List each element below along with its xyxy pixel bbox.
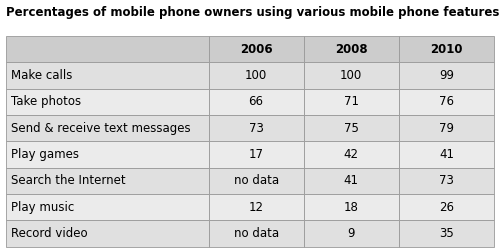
Bar xyxy=(304,115,399,141)
Bar xyxy=(208,62,304,89)
Text: 66: 66 xyxy=(248,95,264,108)
Text: 35: 35 xyxy=(439,227,454,240)
Text: 71: 71 xyxy=(344,95,359,108)
Bar xyxy=(208,89,304,115)
Text: Make calls: Make calls xyxy=(11,69,72,82)
Bar xyxy=(208,220,304,247)
Bar xyxy=(399,36,494,62)
Bar xyxy=(399,194,494,220)
Text: 26: 26 xyxy=(439,201,454,214)
Text: 99: 99 xyxy=(439,69,454,82)
Text: 12: 12 xyxy=(248,201,264,214)
Bar xyxy=(304,141,399,168)
Text: 75: 75 xyxy=(344,122,358,135)
Bar xyxy=(6,141,208,168)
Bar xyxy=(399,220,494,247)
Bar xyxy=(6,62,208,89)
Bar xyxy=(399,115,494,141)
Bar xyxy=(208,36,304,62)
Bar xyxy=(208,168,304,194)
Text: 41: 41 xyxy=(344,174,359,187)
Text: Record video: Record video xyxy=(11,227,88,240)
Bar xyxy=(304,89,399,115)
Text: 73: 73 xyxy=(439,174,454,187)
Text: 73: 73 xyxy=(248,122,264,135)
Bar xyxy=(208,115,304,141)
Text: 2010: 2010 xyxy=(430,43,462,56)
Text: 76: 76 xyxy=(439,95,454,108)
Text: no data: no data xyxy=(234,227,278,240)
Text: 100: 100 xyxy=(245,69,267,82)
Bar xyxy=(304,36,399,62)
Text: 100: 100 xyxy=(340,69,362,82)
Text: 41: 41 xyxy=(439,148,454,161)
Bar xyxy=(208,141,304,168)
Text: no data: no data xyxy=(234,174,278,187)
Bar xyxy=(6,220,208,247)
Bar xyxy=(6,36,208,62)
Text: 2006: 2006 xyxy=(240,43,272,56)
Bar xyxy=(399,89,494,115)
Bar xyxy=(208,194,304,220)
Bar xyxy=(6,115,208,141)
Bar xyxy=(6,89,208,115)
Bar xyxy=(399,168,494,194)
Text: Take photos: Take photos xyxy=(11,95,81,108)
Bar xyxy=(399,141,494,168)
Text: 9: 9 xyxy=(348,227,355,240)
Bar xyxy=(304,220,399,247)
Text: Play music: Play music xyxy=(11,201,74,214)
Bar xyxy=(6,168,208,194)
Bar xyxy=(304,194,399,220)
Text: Play games: Play games xyxy=(11,148,79,161)
Text: Search the Internet: Search the Internet xyxy=(11,174,126,187)
Bar xyxy=(399,62,494,89)
Text: 42: 42 xyxy=(344,148,359,161)
Text: 17: 17 xyxy=(248,148,264,161)
Text: 18: 18 xyxy=(344,201,358,214)
Bar xyxy=(304,168,399,194)
Text: 79: 79 xyxy=(439,122,454,135)
Bar xyxy=(6,194,208,220)
Bar xyxy=(304,62,399,89)
Text: 2008: 2008 xyxy=(335,43,368,56)
Text: Send & receive text messages: Send & receive text messages xyxy=(11,122,190,135)
Text: Percentages of mobile phone owners using various mobile phone features: Percentages of mobile phone owners using… xyxy=(6,6,500,19)
